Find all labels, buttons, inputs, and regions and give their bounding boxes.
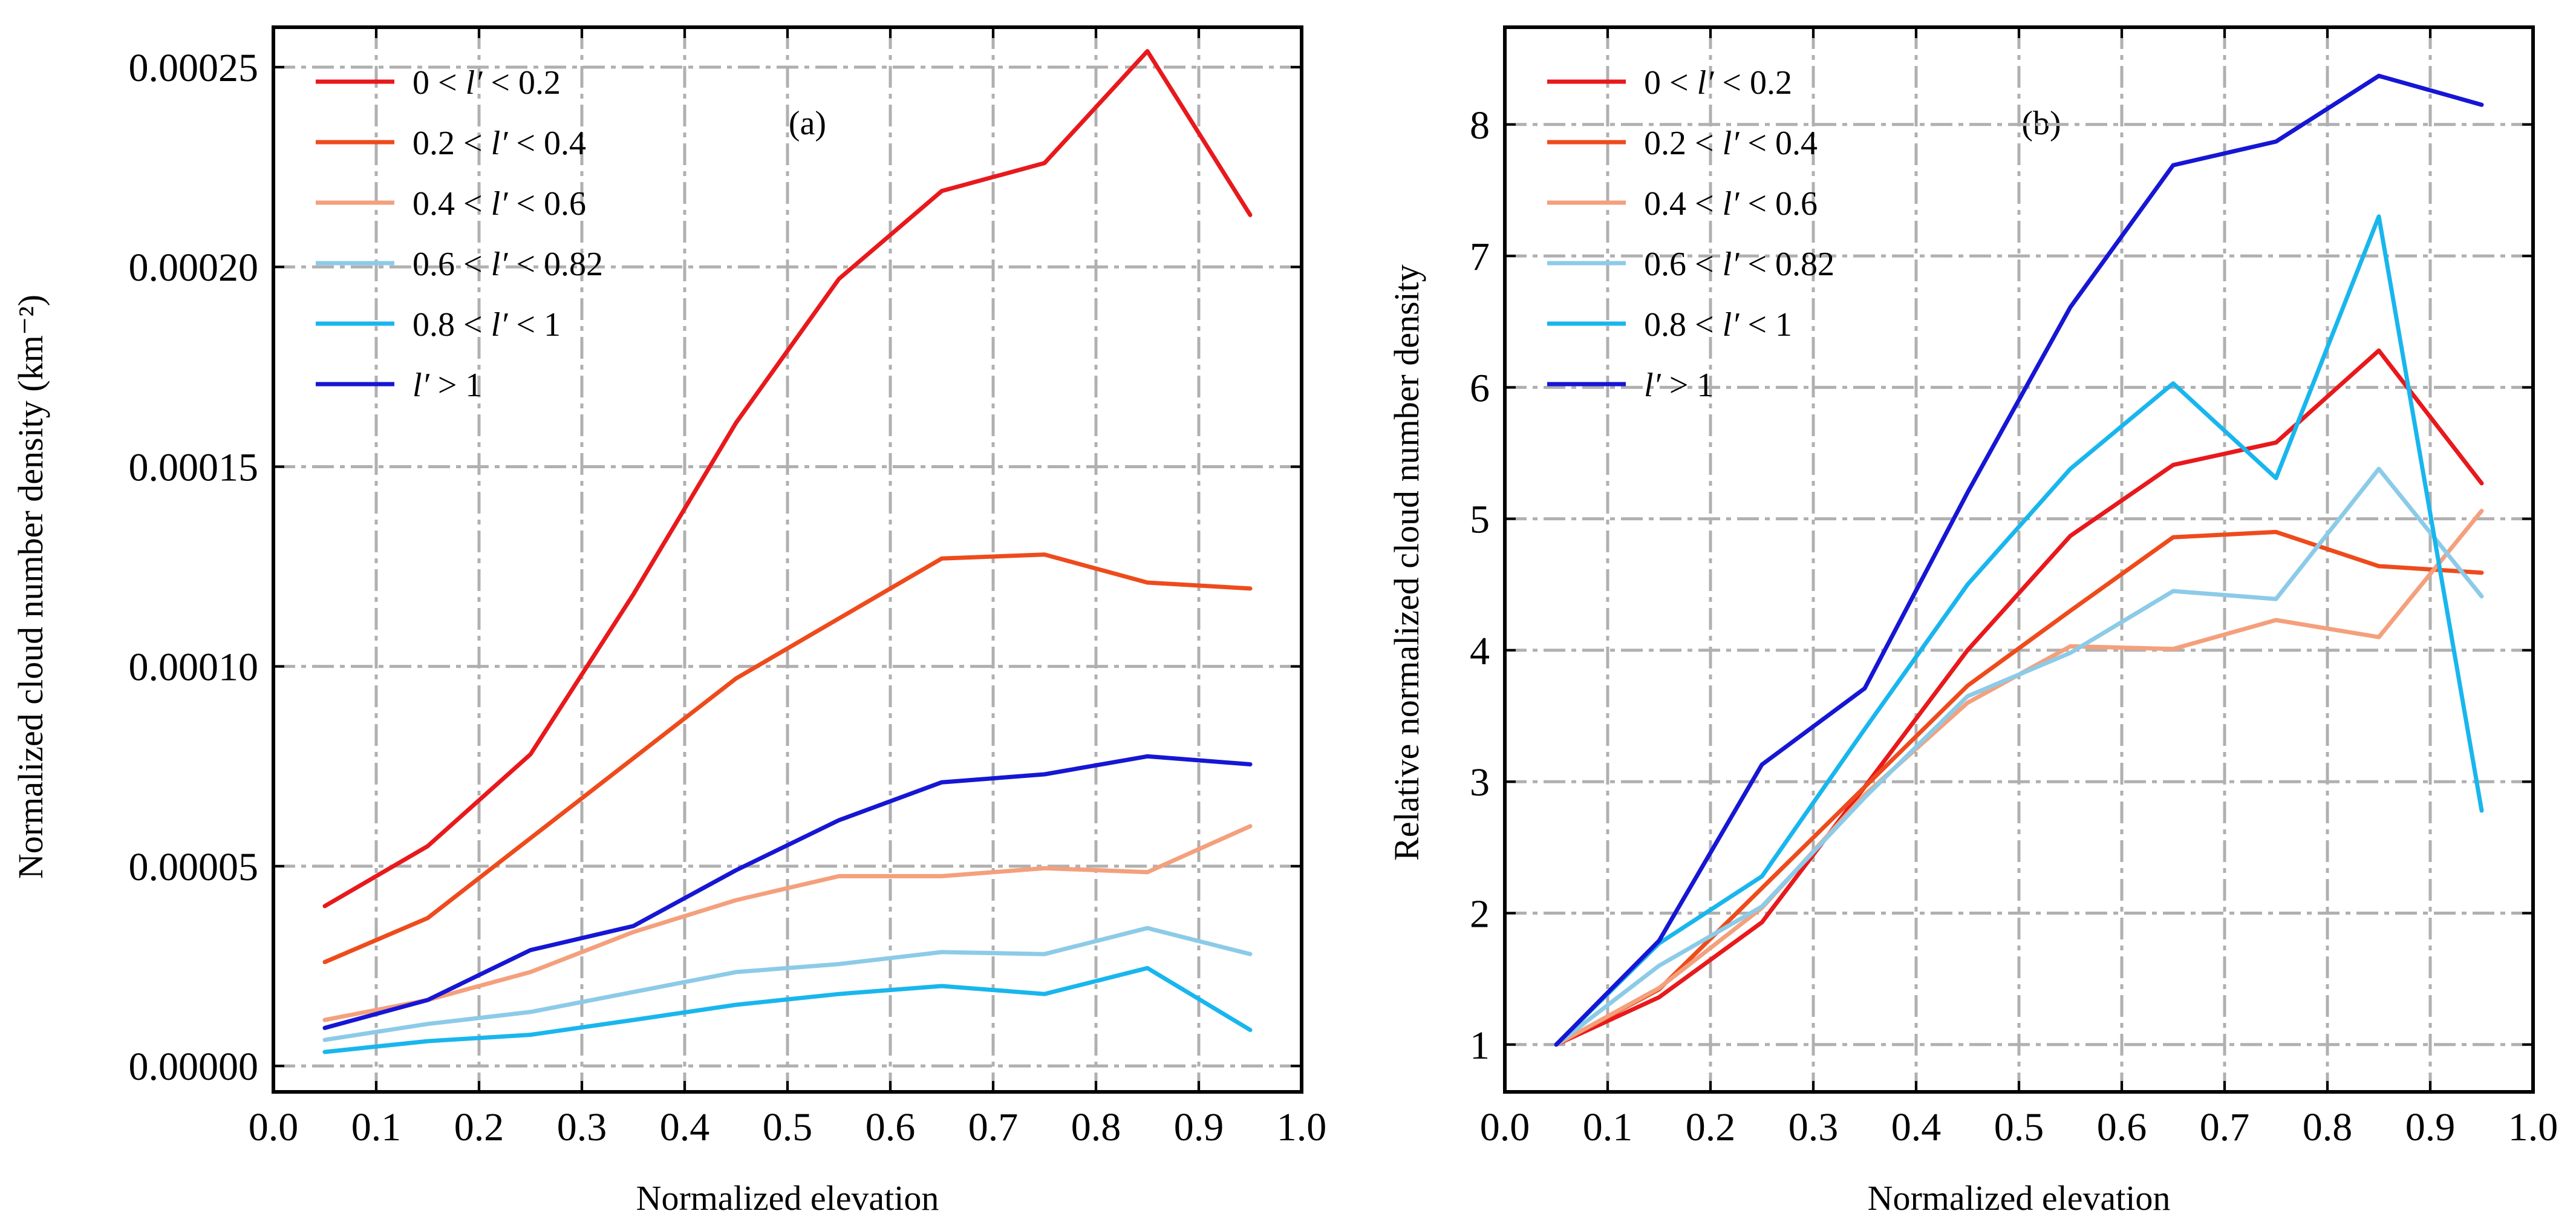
- y-axis-b: 1 2 3 4 5 6 7 8: [1470, 103, 2533, 1068]
- x-tick-label: 0.9: [2405, 1105, 2456, 1149]
- x-tick-label: 0.9: [1174, 1105, 1224, 1149]
- series-group-b: [1554, 73, 2484, 1047]
- y-tick-label: 0.00000: [129, 1045, 259, 1089]
- x-tick-label: 0.0: [1480, 1105, 1530, 1149]
- series-line-6: [1554, 73, 2484, 1047]
- legend-label-6: l′ > 1: [1644, 367, 1714, 404]
- x-tick-label: 0.5: [1994, 1105, 2044, 1149]
- grid-b: [1505, 27, 2533, 1092]
- y-tick-label: 7: [1470, 235, 1490, 279]
- series-group-a: [322, 49, 1253, 1054]
- y-tick-label: 8: [1470, 103, 1490, 148]
- y-tick-label: 6: [1470, 366, 1490, 410]
- series-line-4: [322, 926, 1253, 1042]
- x-tick-label: 0.2: [1686, 1105, 1736, 1149]
- x-tick-label: 0.3: [1789, 1105, 1839, 1149]
- x-axis-a: 0.0 0.1 0.2 0.3 0.4 0.5 0.6 0.7 0.8 0.9 1.0: [249, 27, 1327, 1149]
- x-tick-label: 0.3: [557, 1105, 607, 1149]
- y-tick-label: 5: [1470, 498, 1490, 542]
- x-tick-label: 0.8: [1071, 1105, 1121, 1149]
- legend-label-2: 0.2 < l′ < 0.4: [1644, 125, 1818, 162]
- panel-a: (a) Normalized elevation Normalized clou…: [11, 25, 1327, 1218]
- x-tick-label: 0.7: [968, 1105, 1019, 1149]
- y-tick-label: 4: [1470, 629, 1490, 673]
- series-line-5: [1554, 214, 2484, 1047]
- legend-label-5: 0.8 < l′ < 1: [1644, 306, 1792, 344]
- series-line-2: [1554, 529, 2484, 1047]
- legend-b: 0 < l′ < 0.2 0.2 < l′ < 0.4 0.4 < l′ < 0.6…: [1547, 64, 1834, 404]
- y-axis-a: 0.00000 0.00005 0.00010 0.00015 0.00020 0.000…: [129, 46, 1302, 1089]
- series-line-2: [322, 552, 1253, 964]
- series-line-3: [322, 824, 1253, 1022]
- legend-label-4: 0.6 < l′ < 0.82: [412, 246, 603, 283]
- legend-label-6: l′ > 1: [412, 367, 482, 404]
- y-tick-label: 1: [1470, 1024, 1490, 1068]
- legend-label-1: 0 < l′ < 0.2: [1644, 64, 1792, 102]
- x-tick-label: 0.2: [454, 1105, 504, 1149]
- x-axis-label-a: Normalized elevation: [636, 1178, 939, 1218]
- plot-frame-a: [272, 25, 1303, 1094]
- legend-a: 0 < l′ < 0.2 0.2 < l′ < 0.4 0.4 < l′ < 0.6…: [316, 64, 603, 404]
- y-tick-label: 0.00010: [129, 645, 259, 690]
- series-line-1: [1554, 348, 2484, 1047]
- x-tick-label: 0.1: [1583, 1105, 1633, 1149]
- series-line-1: [322, 49, 1253, 909]
- y-tick-label: 2: [1470, 892, 1490, 936]
- legend-label-2: 0.2 < l′ < 0.4: [412, 125, 586, 162]
- series-line-5: [322, 965, 1253, 1054]
- y-tick-label: 0.00025: [129, 46, 259, 90]
- x-tick-label: 0.5: [763, 1105, 813, 1149]
- panel-label-a: (a): [789, 105, 826, 142]
- x-tick-label: 0.0: [249, 1105, 299, 1149]
- x-tick-label: 0.4: [1891, 1105, 1942, 1149]
- x-tick-label: 0.7: [2200, 1105, 2250, 1149]
- grid-a: [273, 27, 1302, 1092]
- series-line-6: [322, 754, 1253, 1030]
- legend-label-3: 0.4 < l′ < 0.6: [412, 185, 586, 223]
- series-line-4: [1554, 466, 2484, 1047]
- y-tick-label: 0.00005: [129, 845, 259, 889]
- x-tick-label: 1.0: [2508, 1105, 2558, 1149]
- x-tick-label: 1.0: [1277, 1105, 1327, 1149]
- x-axis-b: 0.0 0.1 0.2 0.3 0.4 0.5 0.6 0.7 0.8 0.9 1.0: [1480, 27, 2558, 1149]
- x-tick-label: 0.4: [660, 1105, 710, 1149]
- y-tick-label: 0.00015: [129, 445, 259, 489]
- panel-b: (b) Normalized elevation Relative normal…: [1387, 25, 2558, 1218]
- x-tick-label: 0.1: [351, 1105, 402, 1149]
- y-tick-label: 0.00020: [129, 246, 259, 290]
- x-tick-label: 0.8: [2303, 1105, 2353, 1149]
- legend-label-3: 0.4 < l′ < 0.6: [1644, 185, 1818, 223]
- x-tick-label: 0.6: [866, 1105, 916, 1149]
- legend-label-4: 0.6 < l′ < 0.82: [1644, 246, 1834, 283]
- plot-frame-b: [1503, 25, 2535, 1094]
- y-axis-label-b: Relative normalized cloud number density: [1387, 264, 1426, 861]
- x-tick-label: 0.6: [2097, 1105, 2147, 1149]
- legend-label-1: 0 < l′ < 0.2: [412, 64, 561, 102]
- y-axis-label-a: Normalized cloud number density (km⁻²): [11, 295, 50, 879]
- x-axis-label-b: Normalized elevation: [1868, 1178, 2171, 1218]
- y-tick-label: 3: [1470, 760, 1490, 805]
- legend-label-5: 0.8 < l′ < 1: [412, 306, 561, 344]
